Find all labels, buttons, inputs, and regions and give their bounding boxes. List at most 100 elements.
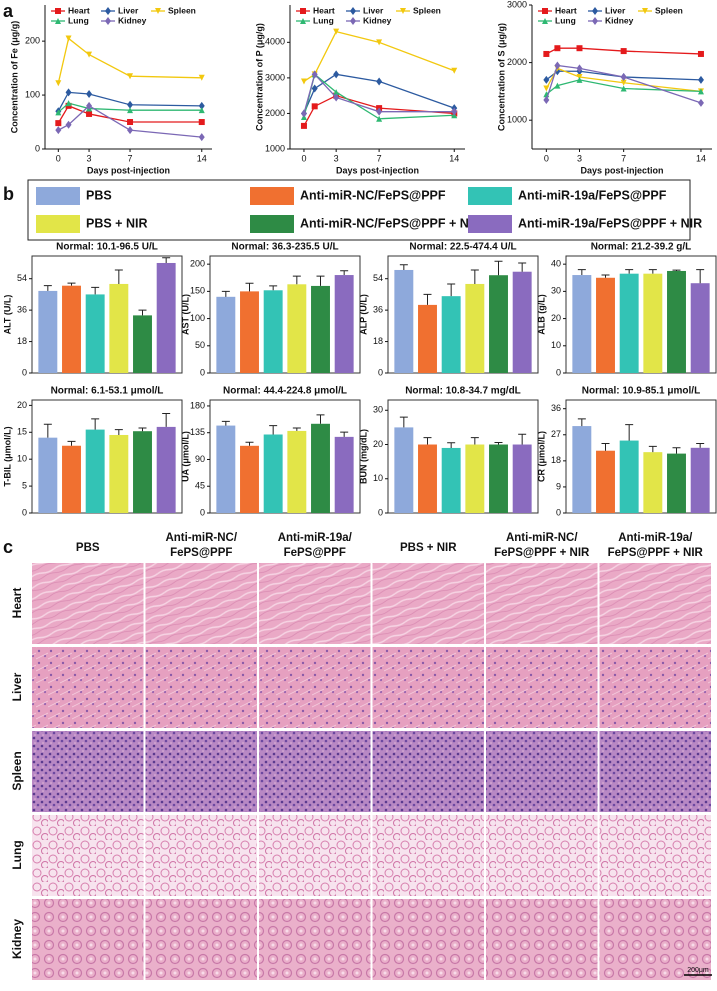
data-point: [333, 93, 340, 102]
y-tick-label: 0: [22, 507, 27, 517]
tissue-image: [486, 815, 598, 896]
bar: [156, 262, 176, 373]
x-tick-label: 0: [301, 153, 306, 163]
data-point: [127, 107, 134, 114]
legend-marker: [55, 8, 61, 14]
bar: [263, 434, 283, 513]
bar: [572, 426, 592, 513]
bar: [596, 277, 615, 373]
bar: [394, 269, 414, 373]
plot-frame: [387, 399, 539, 514]
y-tick-label: 45: [195, 481, 205, 491]
error-bar: [423, 293, 432, 305]
bar: [216, 296, 236, 373]
y-tick-label: 36: [373, 305, 383, 315]
error-bar: [114, 269, 123, 284]
tissue-image: [145, 815, 257, 896]
error-bar: [340, 270, 349, 276]
x-tick-label: 7: [128, 153, 133, 163]
data-point: [311, 103, 318, 110]
legend-swatch: [36, 187, 80, 205]
legend-label: Spleen: [168, 5, 196, 15]
y-axis-label: Concentration of Fe (μg/g): [9, 21, 19, 134]
y-tick-label: 30: [551, 286, 561, 296]
y-axis-label: T-BIL (μmol/L): [2, 426, 12, 486]
bar: [667, 453, 686, 513]
error-bar: [648, 269, 657, 274]
legend-label: Anti-miR-19a/FePS@PPF: [518, 188, 667, 202]
error-bar: [447, 442, 456, 448]
x-axis-label: Days post-injection: [87, 165, 170, 175]
chart-title: Normal: 10.8-34.7 mg/dL: [405, 386, 521, 397]
column-label: Anti-miR-NC/: [506, 532, 578, 544]
error-bar: [601, 442, 610, 451]
y-tick-label: 2000: [507, 57, 527, 67]
x-tick-label: 14: [449, 153, 459, 163]
tissue-image: [599, 731, 711, 812]
tissue-image: [599, 899, 711, 980]
plot-frame: [565, 399, 717, 514]
panel-label: b: [3, 184, 14, 204]
data-point: [55, 120, 62, 127]
legend-label: PBS + NIR: [86, 216, 147, 230]
x-tick-label: 3: [334, 153, 339, 163]
data-point: [554, 61, 561, 70]
legend-marker: [350, 7, 356, 15]
error-bar: [340, 431, 349, 437]
scale-bar-label: 200μm: [687, 967, 709, 974]
bar: [596, 450, 615, 513]
plot-frame: [209, 399, 361, 514]
error-bar: [648, 445, 657, 453]
y-tick-label: 10: [17, 454, 27, 464]
tissue-image: [32, 899, 144, 980]
tissue-image: [145, 899, 257, 980]
error-bar: [91, 286, 100, 295]
y-tick-label: 10: [373, 473, 383, 483]
chart-title: Normal: 21.2-39.2 g/L: [591, 242, 692, 253]
bar: [62, 285, 81, 373]
data-point: [376, 115, 383, 122]
bar: [394, 427, 414, 513]
y-tick-label: 9: [556, 481, 561, 491]
legend-marker: [55, 18, 61, 24]
data-point: [620, 85, 627, 92]
data-point: [333, 89, 340, 96]
data-point: [86, 101, 93, 110]
y-tick-label: 36: [551, 403, 561, 413]
bar: [441, 296, 461, 373]
data-point: [697, 98, 704, 107]
y-tick-label: 200: [25, 36, 40, 46]
bar: [465, 444, 485, 513]
y-axis-label: AST (U/L): [180, 294, 190, 335]
error-bar: [67, 440, 76, 446]
y-tick-label: 3000: [265, 72, 285, 82]
legend-label: Heart: [68, 5, 90, 15]
x-axis-label: Days post-injection: [580, 165, 663, 175]
plot-frame: [209, 255, 361, 374]
y-axis-label: ALP (U/L): [358, 294, 368, 335]
data-point: [576, 76, 583, 83]
error-bar: [672, 447, 681, 454]
legend-label: Liver: [605, 5, 626, 15]
column-label: FePS@PPF: [284, 547, 346, 559]
y-axis-label: Concentration of P (μg/g): [254, 23, 264, 131]
error-bar: [43, 285, 52, 291]
error-bar: [245, 441, 254, 446]
data-point: [300, 78, 307, 85]
legend-marker: [300, 18, 306, 24]
error-bar: [494, 441, 503, 445]
legend-label: Heart: [555, 5, 577, 15]
data-point: [65, 35, 72, 42]
x-axis-label: Days post-injection: [336, 165, 419, 175]
data-point: [311, 84, 318, 93]
bar: [311, 285, 330, 373]
legend-label: PBS: [86, 188, 112, 202]
bar: [489, 444, 508, 513]
data-point: [300, 109, 307, 118]
column-label: FePS@PPF: [170, 547, 232, 559]
y-tick-label: 90: [195, 454, 205, 464]
y-tick-label: 30: [373, 405, 383, 415]
legend-label: Anti-miR-NC/FePS@PPF + NIR: [300, 216, 481, 230]
error-bar: [696, 442, 705, 448]
tissue-image: [599, 647, 711, 728]
